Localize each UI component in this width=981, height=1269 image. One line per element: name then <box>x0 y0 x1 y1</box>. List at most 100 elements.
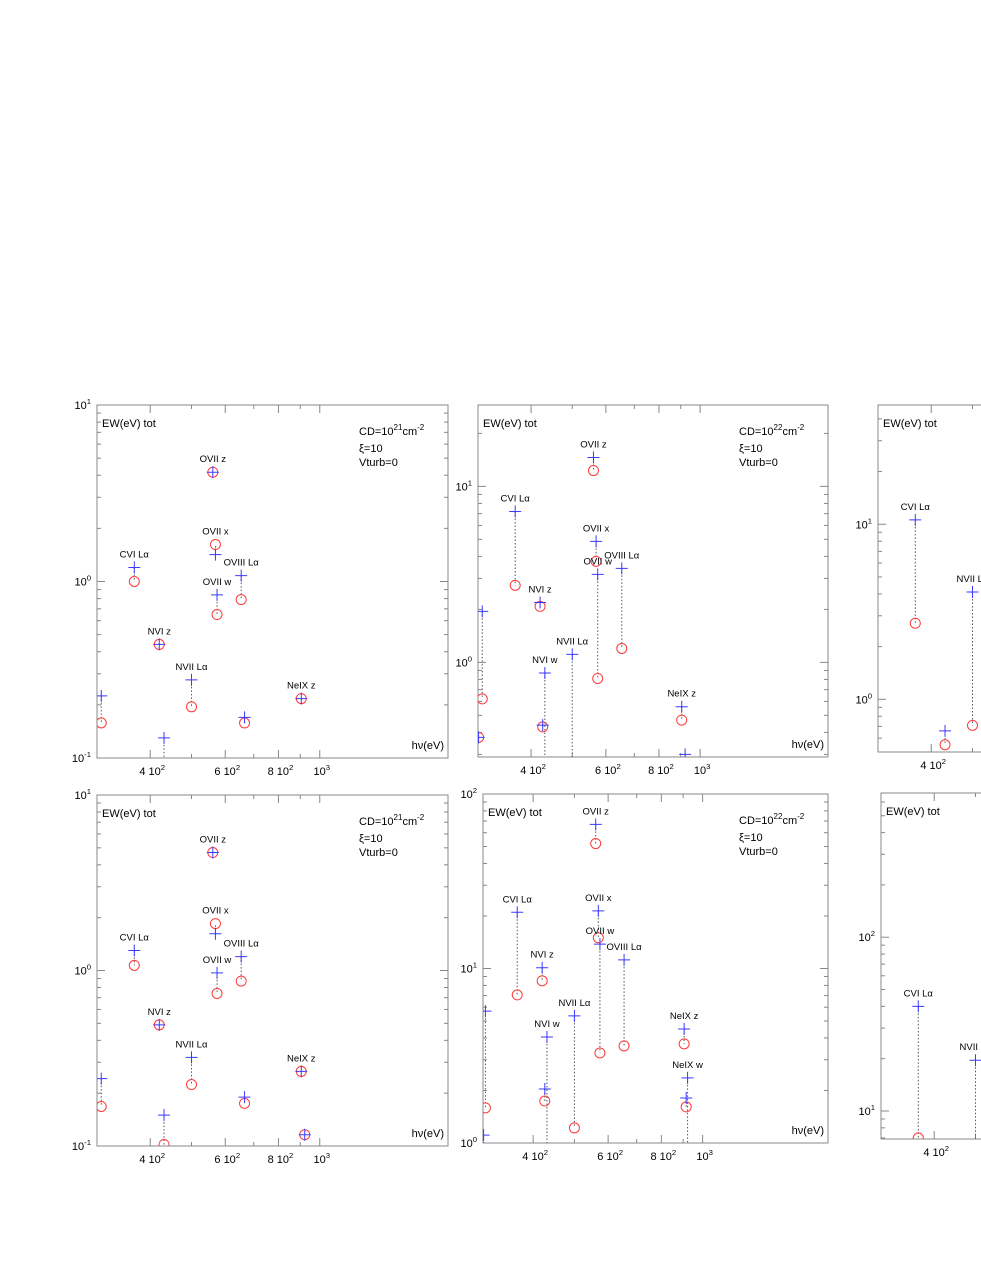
x-tick-label-exp: 2 <box>161 1151 165 1160</box>
line-label: OVII w <box>203 955 232 966</box>
circle-marker <box>211 609 223 621</box>
x-tick-label-base: 4 10 <box>923 1147 944 1159</box>
line-label: CVI Lα <box>503 894 533 905</box>
y-tick-label-exp: 0 <box>87 963 91 972</box>
cd-unit-exp: -2 <box>797 423 805 432</box>
plus-marker <box>478 731 485 744</box>
x-tick-label-base: 6 10 <box>597 1151 618 1163</box>
circle-marker <box>590 555 602 567</box>
plus-marker <box>680 1092 693 1105</box>
circle-marker <box>186 701 198 713</box>
line-label: CVI Lα <box>904 988 934 999</box>
y-tick-label-base: 10 <box>74 966 86 978</box>
plus-marker <box>185 673 198 686</box>
circle-marker <box>539 1095 551 1107</box>
y-axis-label: EW(eV) tot <box>102 808 156 820</box>
circle-marker <box>211 987 223 999</box>
circle-marker <box>678 1038 690 1050</box>
x-tick-label-base: 4 10 <box>139 766 160 778</box>
vturb-annotation: Vturb=0 <box>739 457 778 469</box>
x-tick-label: 103 <box>313 763 330 778</box>
line-label: NeIX z <box>670 1011 699 1022</box>
x-tick-label: 4 102 <box>520 762 546 777</box>
x-tick-label: 4 102 <box>923 1144 949 1159</box>
circle-marker <box>536 975 548 987</box>
x-tick-label: 4 102 <box>139 763 165 778</box>
y-tick-label-base: 10 <box>74 577 86 589</box>
y-tick-label: 100 <box>74 963 91 978</box>
y-axis-label: EW(eV) tot <box>886 806 940 818</box>
circle-marker <box>97 1100 107 1112</box>
plus-marker <box>534 596 547 609</box>
circle-marker <box>587 465 599 477</box>
plus-marker <box>483 1005 492 1018</box>
y-tick-label-base: 10 <box>855 519 867 531</box>
y-axis-label: EW(eV) tot <box>883 418 937 430</box>
x-tick-label-base: 4 10 <box>139 1154 160 1166</box>
plus-marker <box>587 451 600 464</box>
vturb-annotation: Vturb=0 <box>359 847 398 859</box>
circle-marker <box>909 617 921 629</box>
x-axis-label: hν(eV) <box>792 739 824 751</box>
plus-marker <box>681 1071 694 1084</box>
x-tick-label: 8 102 <box>268 763 294 778</box>
plus-marker <box>538 667 551 680</box>
plus-marker <box>966 586 979 599</box>
plus-marker <box>97 1072 108 1085</box>
plus-marker <box>206 466 219 479</box>
circle-marker <box>967 719 979 731</box>
cd-unit: cm <box>402 426 417 438</box>
plot-frame <box>880 792 981 1140</box>
column-density-annotation: CD=1021cm-2 <box>359 813 425 828</box>
circle-marker <box>592 672 604 684</box>
circle-marker <box>939 739 951 751</box>
x-tick-label-exp: 3 <box>709 1148 713 1157</box>
x-tick-label-exp: 2 <box>236 1151 240 1160</box>
line-label: NVI w <box>534 1019 559 1030</box>
x-tick-label-exp: 2 <box>236 763 240 772</box>
plus-marker <box>969 1054 981 1067</box>
x-tick-label-exp: 2 <box>289 1151 293 1160</box>
plus-marker <box>478 605 489 618</box>
plus-marker <box>591 568 604 581</box>
plus-marker <box>209 548 222 561</box>
plus-marker <box>211 588 224 601</box>
y-tick-label-base: 10 <box>460 964 472 976</box>
y-tick-label: 101 <box>460 961 477 976</box>
x-tick-label-base: 4 10 <box>520 765 541 777</box>
data-layer <box>483 818 694 1143</box>
plus-marker <box>158 1109 171 1122</box>
x-tick-label-exp: 3 <box>706 762 710 771</box>
y-tick-label: 100 <box>74 574 91 589</box>
x-tick-label: 8 102 <box>648 762 674 777</box>
x-tick-label-exp: 2 <box>289 763 293 772</box>
circle-marker <box>509 579 521 591</box>
circle-marker <box>618 1040 630 1052</box>
y-axis-label: EW(eV) tot <box>102 418 156 430</box>
y-tick-label-base: 10 <box>858 1106 870 1118</box>
plus-marker <box>209 927 222 940</box>
plus-marker <box>536 719 549 732</box>
x-tick-label: 6 102 <box>214 763 240 778</box>
line-label: NVI w <box>532 655 557 666</box>
plus-marker <box>158 731 171 744</box>
x-tick-label-exp: 2 <box>161 763 165 772</box>
y-tick-label-exp: 1 <box>468 478 472 487</box>
line-label: NeIX z <box>667 689 696 700</box>
circle-marker <box>616 642 628 654</box>
line-label: CVI Lα <box>120 550 150 561</box>
data-layer <box>478 451 692 757</box>
y-tick-label-base: 10 <box>74 790 86 802</box>
line-label: OVIII Lα <box>224 939 260 950</box>
y-tick-label-base: 10 <box>72 753 84 765</box>
x-tick-label-exp: 2 <box>616 762 620 771</box>
line-label: NVI z <box>528 584 551 595</box>
plus-marker <box>679 748 692 757</box>
y-tick-label-exp: -1 <box>84 750 91 759</box>
plus-marker <box>153 638 166 651</box>
y-tick-label: 102 <box>858 929 875 944</box>
plus-marker <box>206 846 219 859</box>
circle-marker <box>128 576 140 587</box>
